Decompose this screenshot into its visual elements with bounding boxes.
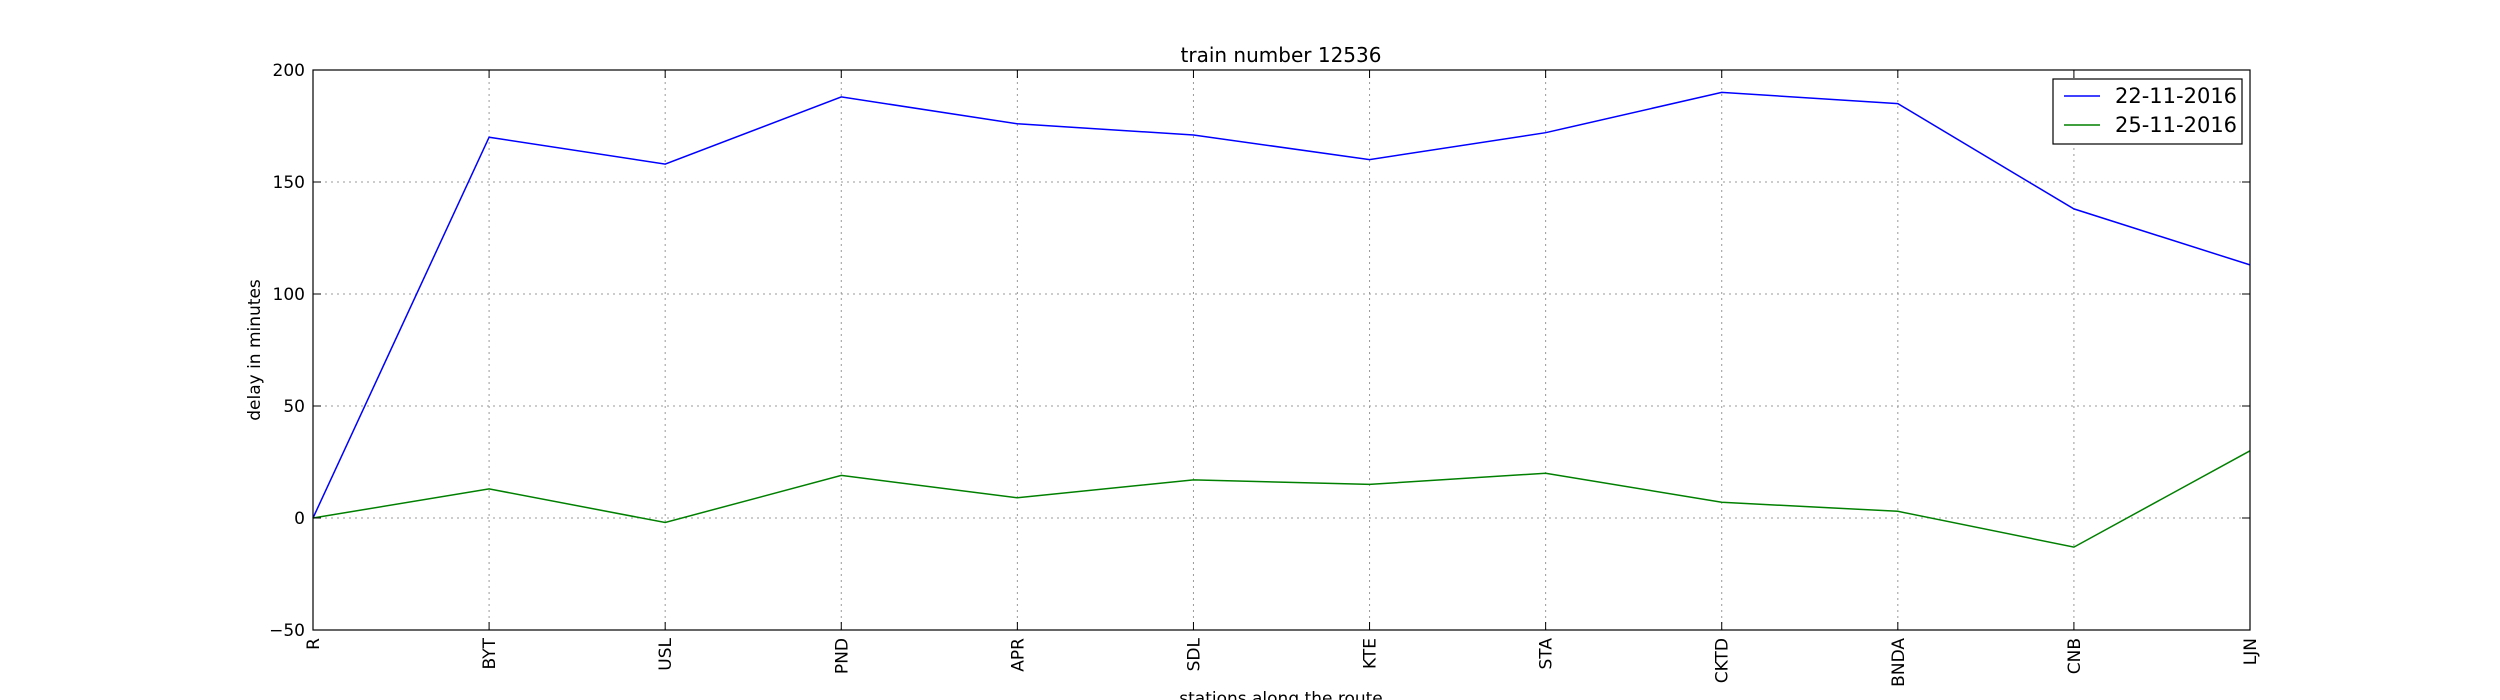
y-axis-label: delay in minutes (245, 279, 265, 421)
legend-box (2052, 78, 2243, 145)
series-line-2 (312, 450, 2251, 548)
x-tick-label: SDL (1184, 637, 1204, 671)
x-tick-label: USL (656, 637, 676, 670)
y-tick-label: 150 (273, 173, 305, 193)
chart-title: train number 12536 (1181, 43, 1382, 67)
x-tick-label: BYT (480, 637, 500, 669)
series-lines (312, 91, 2251, 548)
x-tick-labels: R BYT USL PND APR SDL KTE STA CKTD BNDA CNB LJN (304, 637, 2261, 686)
x-tick-label: CNB (2065, 638, 2085, 674)
series-line-1 (312, 91, 2251, 519)
y-tick-label: 50 (283, 397, 305, 417)
x-tick-label: APR (1008, 638, 1028, 672)
x-tick-label: STA (1537, 638, 1557, 670)
legend: 22-11-2016 25-11-2016 (2052, 78, 2243, 145)
x-tick-label: KTE (1361, 638, 1381, 669)
x-axis-label: stations along the route (1179, 689, 1383, 700)
y-tick-label: −50 (269, 621, 305, 641)
x-tick-label: BNDA (1889, 638, 1909, 687)
plot-frame (312, 69, 2251, 631)
x-tick-label: PND (832, 638, 852, 674)
legend-label-series-2: 25-11-2016 (2115, 113, 2237, 137)
axis-ticks (312, 69, 2251, 631)
x-tick-label: CKTD (1713, 638, 1733, 683)
y-tick-label: 100 (273, 285, 305, 305)
legend-label-series-1: 22-11-2016 (2115, 84, 2237, 108)
x-tick-label: LJN (2241, 638, 2261, 665)
x-tick-label: R (304, 638, 324, 650)
y-tick-label: 0 (294, 509, 305, 529)
y-tick-labels: −50 0 50 100 150 200 (269, 61, 305, 641)
y-tick-label: 200 (273, 61, 305, 81)
